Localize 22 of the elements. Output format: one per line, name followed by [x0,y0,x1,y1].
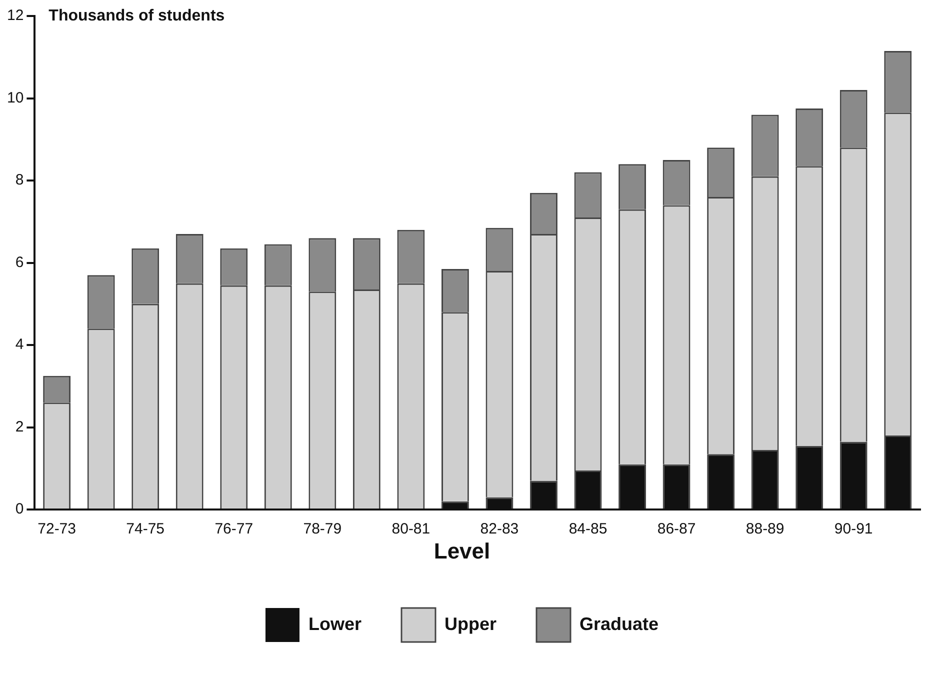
x-tick-label: 74-75 [126,520,165,538]
x-tick-label: 90-91 [834,520,873,538]
x-tick-label: 76-77 [214,520,254,538]
y-axis-title: Thousands of students [48,7,225,24]
legend-label: Lower [308,614,362,634]
x-tick-label: 72-73 [38,520,76,538]
x-tick-label: 80-81 [392,520,430,538]
x-tick-label: 82-83 [480,520,519,538]
legend-label: Upper [444,614,497,634]
x-tick-label: 86-87 [657,520,696,538]
legend-label: Graduate [579,614,659,634]
x-tick-label: 88-89 [746,520,784,538]
y-tick-label: 8 [15,172,24,189]
y-tick-label: 2 [15,418,24,436]
legend-title: Level [434,538,490,564]
x-tick-label: 78-79 [303,520,342,538]
y-tick-label: 4 [15,336,24,354]
y-tick-label: 12 [6,7,24,24]
y-tick-label: 6 [15,254,24,271]
y-tick-label: 0 [15,500,24,518]
y-tick-label: 10 [6,89,24,106]
x-tick-label: 84-85 [568,520,608,538]
